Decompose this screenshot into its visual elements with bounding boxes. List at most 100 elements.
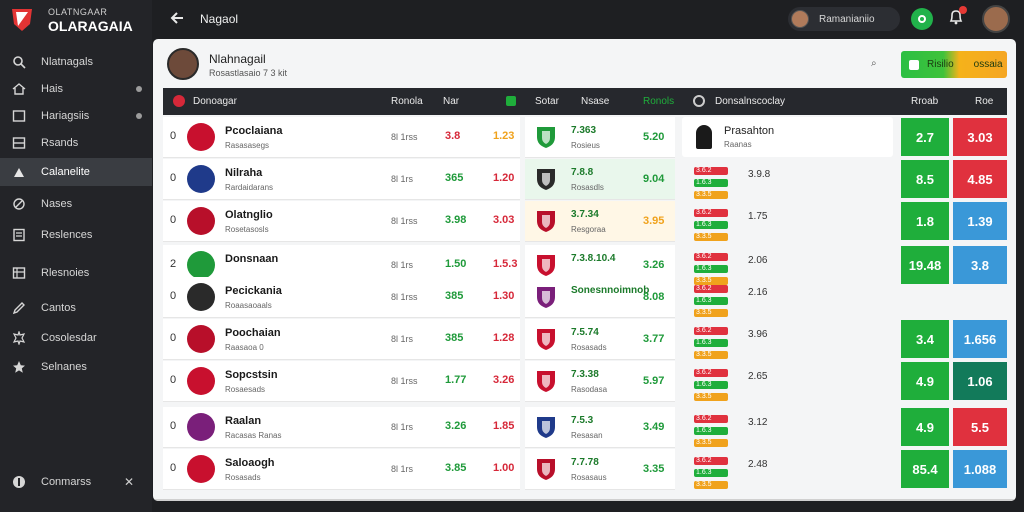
sidebar-item-6[interactable]: Nases <box>0 190 152 218</box>
table-row[interactable]: 0 Poochaian Raasaoa 0 8l 1rs 385 1.28 <box>163 319 520 360</box>
document-icon <box>12 228 26 242</box>
table-row[interactable]: 0 Nilraha Rardaidarans 8l 1rs 365 1.20 <box>163 159 520 200</box>
sidebar-item-7[interactable]: Reslences <box>0 221 152 249</box>
sidebar-item-label: Cosolesdar <box>41 332 97 344</box>
score-cell-a[interactable]: 1.8 <box>901 202 949 240</box>
score-cell-b[interactable]: 3.8 <box>953 246 1007 284</box>
detail-cell[interactable]: 3.6.2 1.6.3 3.3.5 3.12 <box>682 407 895 448</box>
table-row[interactable]: 0 Pcoclaiana Rasasasegs 8l 1rss 3.8 1.23 <box>163 117 520 158</box>
detail-cell[interactable]: Prasahton Raanas <box>682 117 895 158</box>
match-cell[interactable]: Sonesnnoimnob 8.08 <box>525 277 675 318</box>
score-cell-b[interactable]: 1.06 <box>953 362 1007 400</box>
sidebar-item-2[interactable]: Hais <box>0 75 152 103</box>
sidebar-footer[interactable]: Conmarss ✕ <box>0 468 152 496</box>
score-cell-a[interactable]: 4.9 <box>901 362 949 400</box>
chip-group: 3.6.2 1.6.3 3.3.5 <box>694 285 734 321</box>
col-header-7[interactable]: Donsalnscoclay <box>715 96 786 107</box>
sidebar-item-1[interactable]: Nlatnagals <box>0 48 152 76</box>
table-row[interactable]: 0 Raalan Racasas Ranas 8l 1rs 3.26 1.85 <box>163 407 520 448</box>
match-cell[interactable]: 7.7.78 Rosasaus 3.35 <box>525 449 675 490</box>
chip-group: 3.6.2 1.6.3 3.3.5 <box>694 167 734 203</box>
sidebar-item-4[interactable]: Rsands <box>0 129 152 157</box>
sidebar-item-label: Hais <box>41 83 64 95</box>
match-cell[interactable]: 7.8.8 Rosasdls 9.04 <box>525 159 675 200</box>
col-header-1[interactable]: Donoagar <box>193 96 237 107</box>
sidebar-item-11[interactable]: Selnanes <box>0 353 152 381</box>
score-cell-b[interactable]: 3.03 <box>953 118 1007 156</box>
table-icon <box>12 266 26 280</box>
panel-header: Nlahnagail Rosastlasaio 7 3 kit ⌕ Risili… <box>153 39 1016 87</box>
back-arrow-icon[interactable] <box>168 9 186 27</box>
detail-cell[interactable]: 3.6.2 1.6.3 3.3.5 1.75 <box>682 201 895 242</box>
sidebar-item-3[interactable]: Hariagsiis <box>0 102 152 130</box>
action-button[interactable]: Risilio ossaia <box>901 51 1007 78</box>
match-cell[interactable]: 3.7.34 Resgoraa 3.95 <box>525 201 675 242</box>
match-value: 8.08 <box>643 291 665 303</box>
detail-cell[interactable]: 3.6.2 1.6.3 3.3.5 2.65 <box>682 361 895 402</box>
score-cell-b[interactable]: 5.5 <box>953 408 1007 446</box>
table-row[interactable]: 0 Sopcstsin Rosaesads 8l 1rss 1.77 3.26 <box>163 361 520 402</box>
chip-group: 3.6.2 1.6.3 3.3.5 <box>694 327 734 363</box>
match-title: 7.7.78 <box>571 457 599 468</box>
score-cell-a[interactable]: 3.4 <box>901 320 949 358</box>
sidebar-item-8[interactable]: Rlesnoies <box>0 259 152 287</box>
detail-cell[interactable]: 3.6.2 1.6.3 3.3.5 2.48 <box>682 449 895 490</box>
score-cell-a[interactable]: 8.5 <box>901 160 949 198</box>
row-name: Sopcstsin <box>225 369 278 381</box>
score-cell-b[interactable]: 1.088 <box>953 450 1007 488</box>
table-row[interactable]: 0 Pecickania Roaasaoaals 8l 1rss 385 1.30 <box>163 277 520 318</box>
col-header-9[interactable]: Roe <box>975 96 994 107</box>
detail-cell[interactable]: 3.6.2 1.6.3 3.3.5 2.06 <box>682 245 895 286</box>
row-value-1: 365 <box>445 172 464 184</box>
main-panel: Nlahnagail Rosastlasaio 7 3 kit ⌕ Risili… <box>153 39 1016 501</box>
notifications-button[interactable] <box>949 6 967 30</box>
score-cell-a[interactable]: 2.7 <box>901 118 949 156</box>
row-tag: 8l 1rs <box>391 174 414 184</box>
row-name: Pcoclaiana <box>225 125 283 137</box>
brand[interactable]: OLATNGAAR OLARAGAIA <box>8 6 133 34</box>
col-header-5[interactable]: Nsase <box>581 96 610 107</box>
col-header-6[interactable]: Ronols <box>643 96 675 107</box>
row-sub: Rosasads <box>225 473 261 482</box>
match-cell[interactable]: 7.3.38 Rasodasa 5.97 <box>525 361 675 402</box>
table-row[interactable]: 0 Olatnglio Rosetasosls 8l 1rss 3.98 3.03 <box>163 201 520 242</box>
action-button-label-2: ossaia <box>973 59 1003 70</box>
score-cell-b[interactable]: 1.656 <box>953 320 1007 358</box>
sidebar-item-9[interactable]: Cantos <box>0 294 152 322</box>
status-toggle-button[interactable] <box>911 8 933 30</box>
col-header-4[interactable]: Sotar <box>535 96 559 107</box>
row-tag: 8l 1rss <box>391 132 418 142</box>
share-icon[interactable]: ⌕ <box>871 58 877 69</box>
match-cell[interactable]: 7.5.3 Resasan 3.49 <box>525 407 675 448</box>
row-value-1: 385 <box>445 290 464 302</box>
sidebar-item-5[interactable]: Calanelite <box>0 158 152 186</box>
sidebar-item-10[interactable]: Cosolesdar <box>0 324 152 352</box>
score-cell-b[interactable]: 1.39 <box>953 202 1007 240</box>
table-row[interactable]: 0 Saloaogh Rosasads 8l 1rs 3.85 1.00 <box>163 449 520 490</box>
match-title: 7.363 <box>571 125 597 136</box>
score-cell-a[interactable]: 19.48 <box>901 246 949 284</box>
avatar <box>187 251 215 279</box>
detail-cell[interactable]: 3.6.2 1.6.3 3.3.5 3.9.8 <box>682 159 895 200</box>
row-rank: 2 <box>170 258 177 270</box>
col-header-3[interactable]: Nar <box>443 96 460 107</box>
collapse-icon[interactable]: ✕ <box>123 475 134 489</box>
row-tag: 8l 1rs <box>391 260 414 270</box>
detail-cell[interactable]: 3.6.2 1.6.3 3.3.5 2.16 <box>682 277 895 318</box>
col-header-8[interactable]: Rroab <box>911 96 939 107</box>
col-header-2[interactable]: Ronola <box>391 96 423 107</box>
bell-icon <box>949 10 963 25</box>
score-cell-b[interactable]: 4.85 <box>953 160 1007 198</box>
detail-cell[interactable]: 3.6.2 1.6.3 3.3.5 3.96 <box>682 319 895 360</box>
row-tag: 8l 1rs <box>391 422 414 432</box>
row-rank: 0 <box>170 374 177 386</box>
score-cell-a[interactable]: 4.9 <box>901 408 949 446</box>
profile-avatar[interactable] <box>982 5 1010 33</box>
detail-value: 2.06 <box>748 255 768 266</box>
match-cell[interactable]: 7.5.74 Rosasads 3.77 <box>525 319 675 360</box>
status-chip: 3.3.5 <box>694 481 728 489</box>
user-pill[interactable]: Ramanianiio <box>788 7 900 31</box>
match-cell[interactable]: 7.363 Rosieus 5.20 <box>525 117 675 158</box>
score-cell-a[interactable]: 85.4 <box>901 450 949 488</box>
row-value-2: 1.00 <box>493 462 515 474</box>
